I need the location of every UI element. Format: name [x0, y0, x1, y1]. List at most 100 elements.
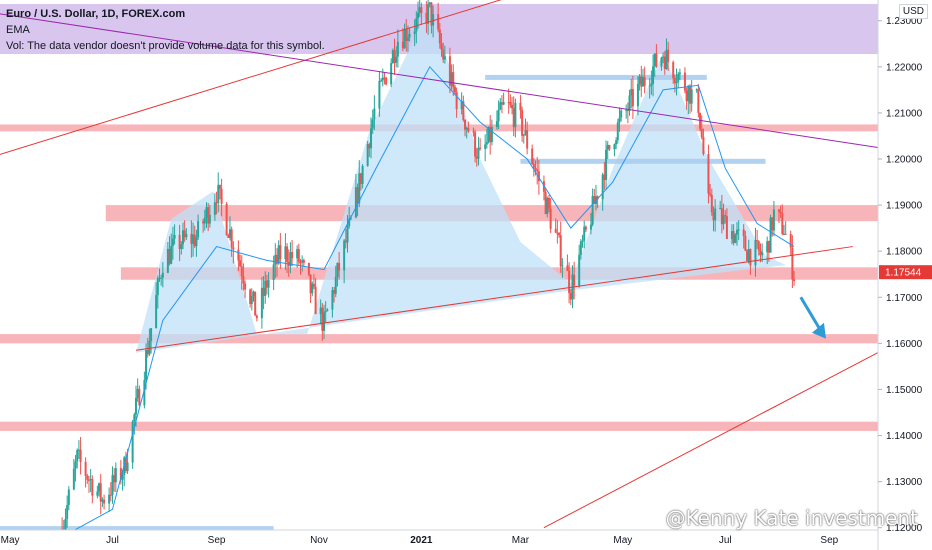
candle-body	[286, 246, 289, 263]
candle-body	[333, 290, 336, 294]
candle-body	[749, 249, 752, 266]
time-tick-label: Sep	[208, 535, 226, 546]
candle-body	[747, 249, 750, 261]
price-tick-label: 1.12000	[886, 523, 923, 534]
candle-body	[181, 230, 184, 245]
trend-lines-layer	[0, 0, 878, 529]
candle-body	[663, 56, 666, 70]
candle-body	[569, 292, 572, 300]
candle-body	[648, 85, 651, 87]
candle-body	[581, 240, 584, 242]
candle-body	[309, 274, 312, 294]
candle-body	[746, 250, 749, 261]
candle-body	[228, 229, 231, 238]
candle-body	[220, 188, 223, 204]
price-tick-label: 1.18000	[886, 247, 923, 258]
candle-body	[589, 224, 592, 230]
candle-body	[672, 62, 675, 79]
candle-body	[178, 234, 181, 249]
candle-body	[180, 244, 183, 249]
candle-body	[171, 238, 174, 246]
candle-body	[230, 229, 233, 248]
candle-body	[240, 266, 243, 277]
time-axis[interactable]: May Jul Sep Nov 2021 Mar May Jul Sep	[1, 535, 839, 546]
candle-body	[460, 101, 463, 110]
candle-body	[336, 263, 339, 277]
candle-body	[430, 2, 433, 26]
candle-body	[453, 87, 456, 93]
price-tick-label: 1.23000	[886, 16, 923, 27]
candle-body	[450, 72, 453, 86]
candle-body	[735, 229, 738, 235]
candle-body	[566, 265, 569, 271]
candle-body	[405, 29, 408, 41]
candle-body	[380, 80, 383, 82]
candle-body	[455, 92, 458, 110]
candle-body	[707, 153, 710, 194]
candle-body	[722, 215, 725, 225]
candle-body	[160, 277, 163, 279]
candle-body	[687, 85, 690, 102]
candle-body	[396, 41, 399, 57]
candle-body	[244, 283, 247, 290]
candle-body	[324, 310, 327, 313]
candle-body	[192, 234, 195, 244]
candle-body	[462, 101, 465, 121]
candle-body	[395, 56, 398, 63]
candle-body	[202, 221, 205, 224]
candle-body	[311, 283, 314, 294]
candle-body	[72, 468, 75, 490]
candle-body	[437, 14, 440, 30]
price-tick-label: 1.14000	[886, 431, 923, 442]
candle-body	[719, 208, 722, 210]
candle-body	[638, 76, 641, 84]
candle-body	[546, 197, 549, 214]
candles-layer	[61, 0, 796, 530]
candle-body	[759, 250, 762, 256]
candle-body	[131, 421, 134, 463]
candle-body	[690, 89, 693, 104]
indicator-label[interactable]: EMA	[6, 24, 30, 36]
candle-body	[784, 233, 787, 235]
candle-body	[96, 491, 99, 496]
candle-body	[630, 89, 633, 96]
candle-body	[415, 18, 418, 32]
projection-arrow-head	[811, 322, 826, 339]
candle-body	[359, 173, 362, 184]
candle-body	[205, 207, 208, 218]
candle-body	[524, 130, 527, 135]
candle-body	[401, 41, 404, 49]
candle-body	[373, 108, 376, 120]
candle-body	[475, 156, 478, 159]
candle-body	[712, 211, 715, 221]
candle-body	[346, 226, 349, 243]
price-axis[interactable]: 1.23000 1.22000 1.21000 1.20000 1.19000 1.180…	[878, 16, 923, 534]
candle-body	[734, 234, 737, 243]
symbol-title[interactable]: Euro / U.S. Dollar, 1D, FOREX.com	[6, 8, 186, 20]
candle-body	[344, 240, 347, 243]
candle-body	[603, 174, 606, 180]
candle-body	[195, 237, 198, 247]
price-tick-label: 1.16000	[886, 339, 923, 350]
candle-body	[418, 7, 421, 13]
candle-body	[326, 309, 329, 311]
candle-body	[584, 226, 587, 230]
candle-body	[291, 252, 294, 259]
candle-body	[356, 187, 359, 204]
candle-body	[173, 234, 176, 239]
candle-body	[519, 102, 522, 111]
candle-body	[348, 218, 351, 227]
currency-label[interactable]: USD	[898, 4, 928, 19]
time-tick-label: Sep	[820, 535, 838, 546]
candle-body	[601, 174, 604, 200]
candle-body	[84, 461, 87, 476]
time-tick-label: Mar	[512, 535, 530, 546]
candle-body	[477, 147, 480, 159]
candle-body	[334, 276, 337, 294]
candle-body	[559, 235, 562, 267]
candle-body	[628, 95, 631, 111]
candle-body	[472, 131, 475, 133]
ema-layer	[73, 65, 795, 530]
candle-body	[255, 315, 258, 319]
